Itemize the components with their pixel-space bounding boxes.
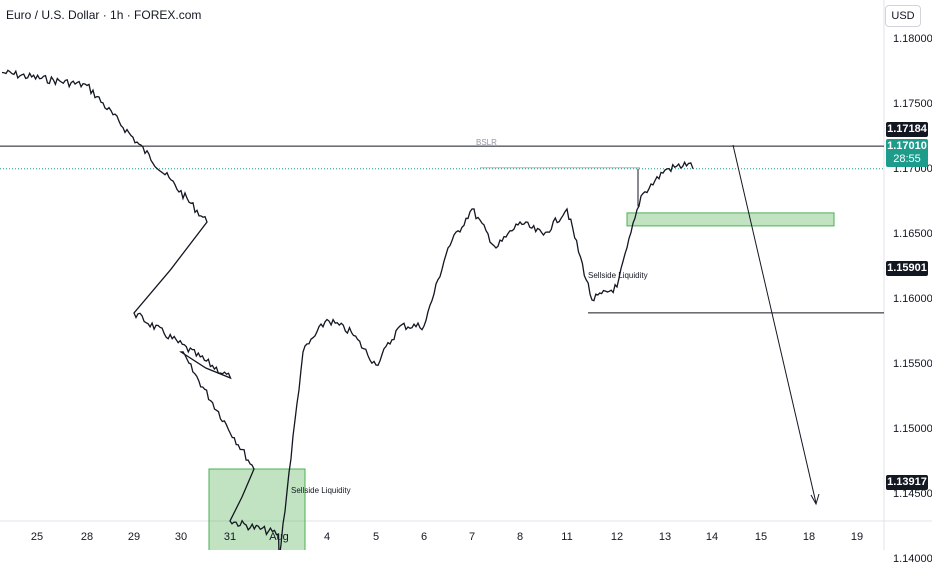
price-tick-label: 1.14000 — [893, 553, 932, 565]
time-tick-label: 4 — [323, 531, 331, 543]
time-tick-label: 8 — [516, 531, 524, 543]
sellside-liquidity-mid-label: Sellside Liquidity — [588, 271, 648, 280]
time-tick-label: 12 — [610, 531, 624, 543]
price-tick-label: 1.18000 — [893, 33, 932, 45]
time-tick-label: 14 — [705, 531, 719, 543]
time-tick-label: 6 — [420, 531, 428, 543]
level-label-mid: 1.15901 — [886, 261, 928, 276]
fvg-zone — [626, 212, 835, 227]
time-tick-label: 13 — [658, 531, 672, 543]
chart-title: Euro / U.S. Dollar · 1h · FOREX.com — [6, 8, 202, 22]
price-tick-label: 1.16500 — [893, 228, 932, 240]
time-tick-label: 19 — [850, 531, 864, 543]
price-chart-plot[interactable] — [0, 0, 932, 550]
price-tick-label: 1.16000 — [893, 293, 932, 305]
bslr-label: BSLR — [476, 138, 497, 147]
current-price-value: 1.17010 — [887, 140, 927, 152]
fvg-zone — [208, 468, 306, 550]
time-tick-label: 28 — [80, 531, 94, 543]
price-tick-label: 1.15500 — [893, 358, 932, 370]
time-tick-label: 7 — [468, 531, 476, 543]
projection-arrow-head — [810, 493, 820, 506]
level-label-top: 1.17184 — [886, 122, 928, 137]
time-tick-label: 25 — [30, 531, 44, 543]
sellside-liquidity-low-label: Sellside Liquidity — [291, 486, 351, 495]
price-series-line — [1, 69, 694, 550]
countdown-value: 28:55 — [893, 153, 921, 165]
currency-button[interactable]: USD — [885, 5, 921, 27]
level-label-low: 1.13917 — [886, 475, 928, 490]
current-price-label: 1.17010 28:55 — [886, 139, 928, 167]
time-tick-label: 31 — [223, 531, 237, 543]
time-tick-label: 15 — [754, 531, 768, 543]
time-tick-label: 11 — [561, 531, 573, 543]
price-tick-label: 1.15000 — [893, 423, 932, 435]
time-tick-label: 18 — [802, 531, 816, 543]
price-tick-label: 1.14500 — [893, 488, 932, 500]
projection-arrow-line — [732, 144, 817, 504]
time-tick-label: 29 — [127, 531, 141, 543]
time-tick-label: 30 — [174, 531, 188, 543]
time-tick-label: Aug — [269, 531, 289, 543]
time-tick-label: 5 — [372, 531, 380, 543]
price-tick-label: 1.17500 — [893, 98, 932, 110]
